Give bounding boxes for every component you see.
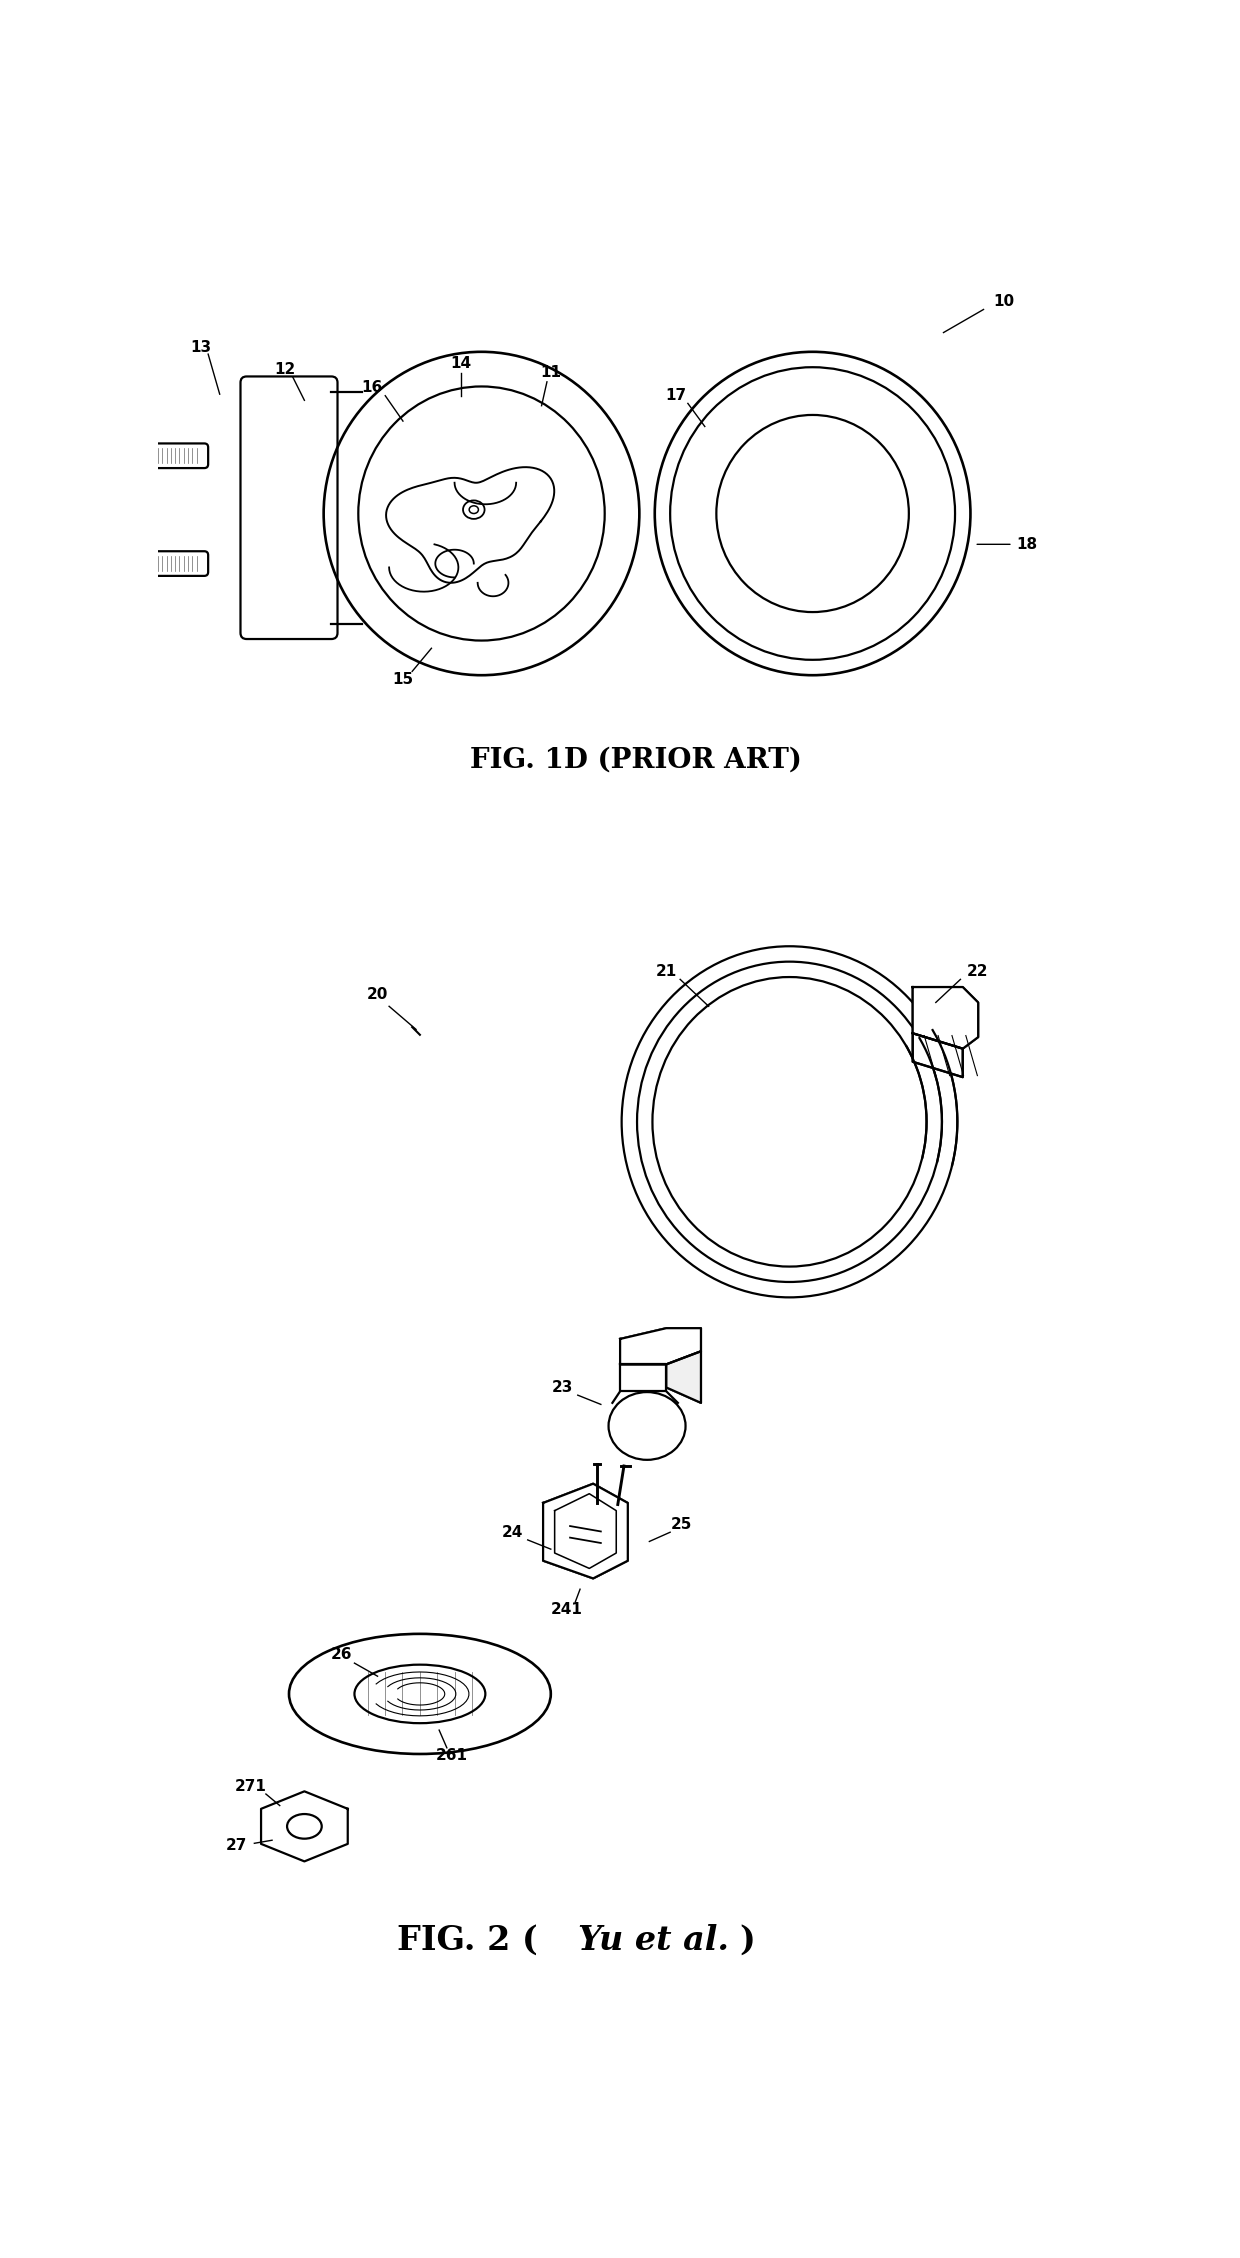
Text: 241: 241 [551, 1601, 582, 1617]
Text: 17: 17 [666, 388, 687, 404]
Text: 14: 14 [450, 357, 471, 370]
Polygon shape [666, 1350, 701, 1402]
Text: 23: 23 [552, 1380, 573, 1395]
Polygon shape [262, 1791, 347, 1861]
Text: FIG. 1D (PRIOR ART): FIG. 1D (PRIOR ART) [470, 747, 801, 774]
Text: 25: 25 [671, 1517, 692, 1531]
Text: 21: 21 [656, 964, 677, 980]
Text: 12: 12 [274, 361, 296, 377]
Text: 10: 10 [993, 294, 1014, 309]
Polygon shape [543, 1484, 627, 1578]
Text: 22: 22 [967, 964, 988, 980]
Polygon shape [913, 1034, 962, 1077]
Text: 26: 26 [331, 1646, 352, 1662]
Text: 24: 24 [502, 1524, 523, 1540]
Text: 16: 16 [362, 382, 383, 395]
Text: 261: 261 [436, 1748, 469, 1763]
Text: 11: 11 [541, 366, 562, 379]
Text: FIG. 2 (: FIG. 2 ( [397, 1924, 538, 1958]
Text: Yu et al.: Yu et al. [578, 1924, 729, 1958]
Text: 27: 27 [226, 1838, 247, 1854]
Text: 15: 15 [392, 671, 413, 686]
Polygon shape [913, 987, 978, 1048]
Text: 20: 20 [367, 987, 388, 1003]
Text: 18: 18 [1017, 537, 1038, 551]
Text: 271: 271 [234, 1779, 267, 1793]
Text: 13: 13 [190, 341, 211, 355]
Polygon shape [620, 1328, 701, 1364]
Text: ): ) [739, 1924, 755, 1958]
